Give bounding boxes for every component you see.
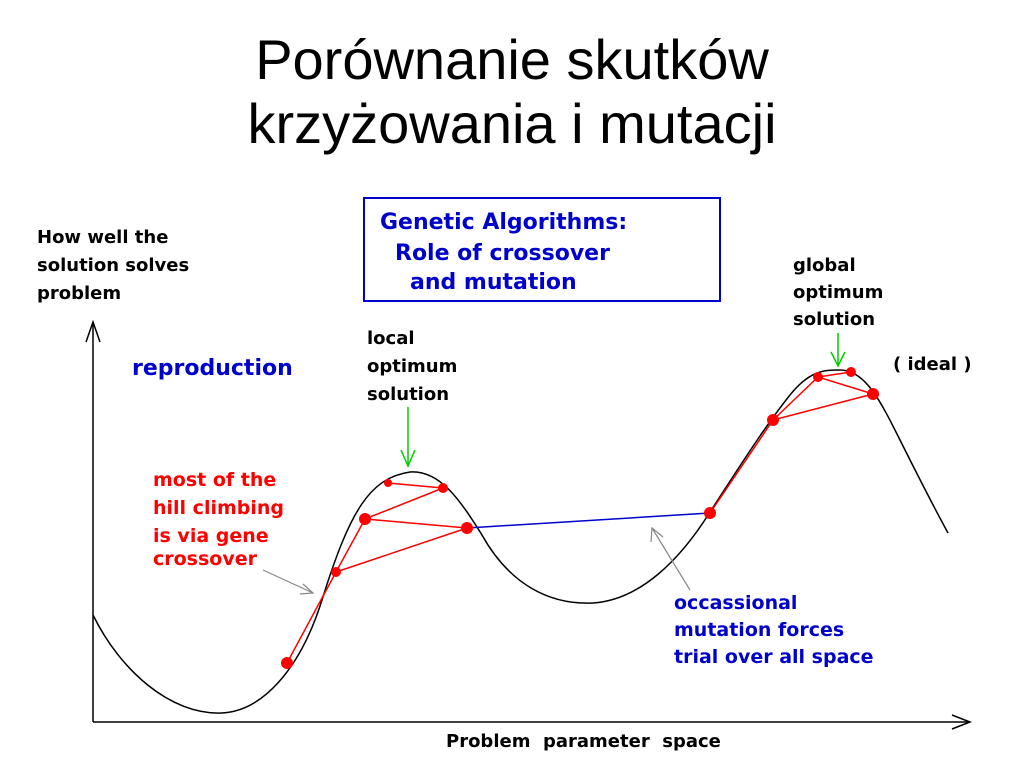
crossover-note-line-2: hill climbing — [153, 497, 284, 519]
mutation-note-line-3: trial over all space — [674, 646, 874, 668]
y-axis-label-line-3: problem — [37, 283, 121, 304]
population-point — [461, 522, 473, 534]
crossover-pointer-arrow — [262, 569, 315, 595]
local-optimum-line-1: local — [367, 328, 415, 349]
slide-title: Porównanie skutków krzyżowania i mutacji — [0, 28, 1024, 156]
mutation-note-line-2: mutation forces — [674, 619, 844, 641]
crossover-line — [335, 518, 366, 573]
mutation-pointer-arrow — [650, 526, 691, 591]
crossover-line — [364, 518, 468, 529]
y-axis-label-line-2: solution solves — [37, 255, 189, 276]
population-point — [767, 414, 779, 426]
y-axis-arrowhead — [85, 319, 101, 343]
crossover-lines — [286, 371, 874, 664]
population-point — [813, 372, 823, 382]
population-point — [281, 657, 293, 669]
slide-title-line-2: krzyżowania i mutacji — [247, 92, 777, 155]
reproduction-label: reproduction — [132, 356, 293, 381]
population-point — [846, 367, 856, 377]
ideal-label: ( ideal ) — [893, 354, 972, 375]
crossover-line — [817, 376, 874, 395]
crossover-note-line-4: crossover — [153, 548, 258, 570]
local-optimum-arrow — [400, 407, 416, 468]
population-point — [384, 479, 392, 487]
x-axis-arrowhead — [951, 714, 973, 730]
global-optimum-line-3: solution — [793, 309, 875, 330]
crossover-note-line-1: most of the — [153, 469, 276, 491]
title-box-line-3: and mutation — [410, 270, 577, 295]
crossover-line — [387, 482, 444, 489]
population-point — [704, 507, 716, 519]
population-point — [331, 567, 341, 577]
crossover-line — [772, 393, 874, 421]
mutation-note-line-1: occassional — [674, 592, 797, 614]
crossover-note-line-3: is via gene — [153, 525, 269, 547]
y-axis-label-line-1: How well the — [37, 227, 168, 248]
mutation-jump-line — [466, 512, 711, 529]
population-point — [867, 388, 879, 400]
local-optimum-line-3: solution — [367, 384, 449, 405]
crossover-line — [286, 571, 337, 664]
crossover-line — [772, 376, 819, 421]
title-box-line-2: Role of crossover — [395, 241, 610, 266]
population-point — [438, 483, 448, 493]
crossover-line — [364, 487, 444, 520]
local-optimum-line-2: optimum — [367, 356, 457, 377]
global-optimum-line-2: optimum — [793, 282, 883, 303]
crossover-line — [709, 419, 774, 514]
population-points — [281, 367, 879, 669]
population-point — [359, 513, 371, 525]
global-optimum-line-1: global — [793, 255, 856, 276]
title-box-line-1: Genetic Algorithms: — [380, 210, 627, 235]
crossover-line — [817, 371, 852, 378]
slide-title-line-1: Porównanie skutków — [255, 28, 769, 91]
title-box — [363, 197, 721, 302]
global-optimum-arrow — [830, 333, 846, 368]
crossover-line — [335, 527, 468, 573]
x-axis-label: Problem parameter space — [446, 731, 721, 752]
